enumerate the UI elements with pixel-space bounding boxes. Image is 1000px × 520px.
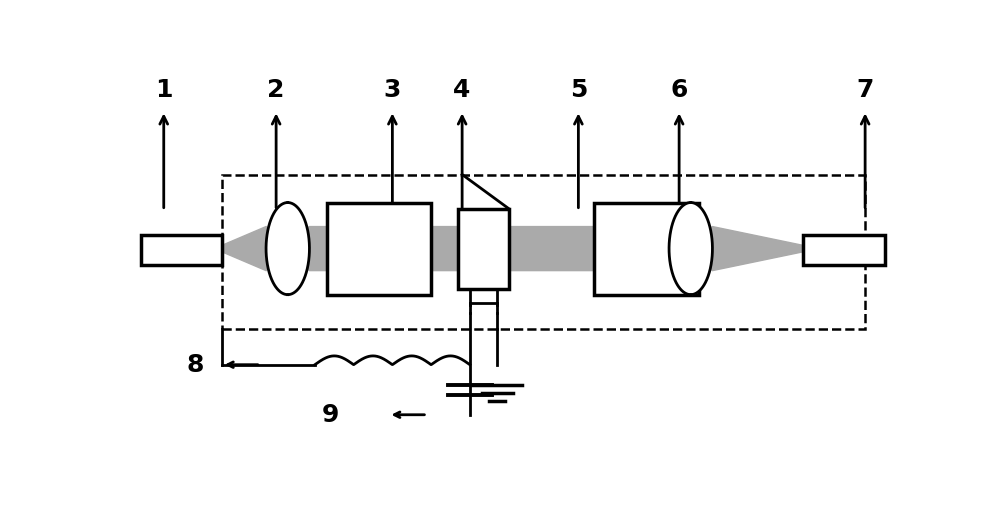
Bar [803,235,885,265]
Text: 5: 5 [570,79,587,102]
Polygon shape [669,202,712,295]
Polygon shape [222,227,803,270]
Bar [326,202,431,295]
Text: 8: 8 [186,353,203,376]
Polygon shape [266,202,309,295]
Bar [458,209,509,289]
Text: 3: 3 [384,79,401,102]
Text: 9: 9 [322,403,339,427]
Text: 2: 2 [267,79,285,102]
Text: 6: 6 [670,79,688,102]
Text: 1: 1 [155,79,173,102]
Text: 7: 7 [856,79,874,102]
Bar [594,202,698,295]
Text: 4: 4 [453,79,471,102]
Bar [140,235,222,265]
